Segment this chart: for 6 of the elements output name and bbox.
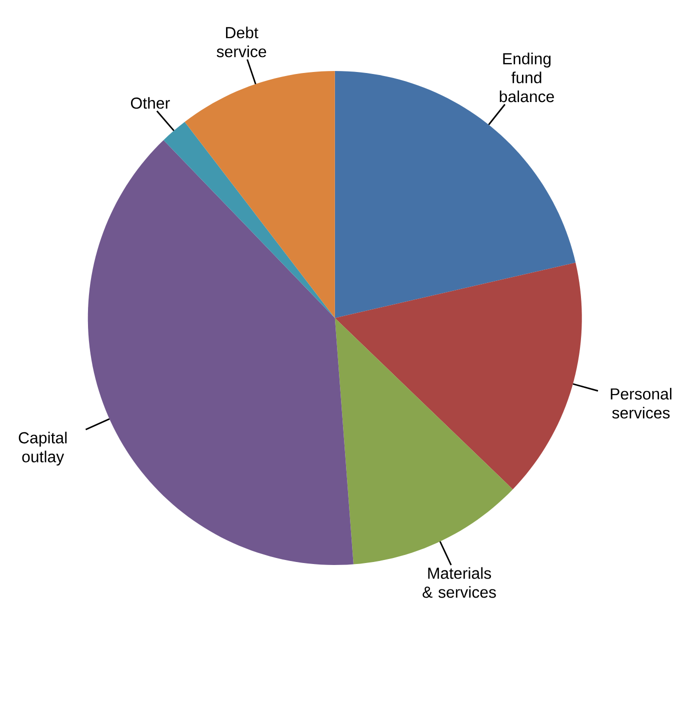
slice-label: Ending fund balance [500,52,554,102]
slice-label: Personal services [610,388,672,419]
slice-label: Materials & services [422,567,496,598]
slice-label: Debt service [216,26,266,58]
slice-label: Other [131,97,170,109]
slice-label: Capital outlay [18,432,67,466]
